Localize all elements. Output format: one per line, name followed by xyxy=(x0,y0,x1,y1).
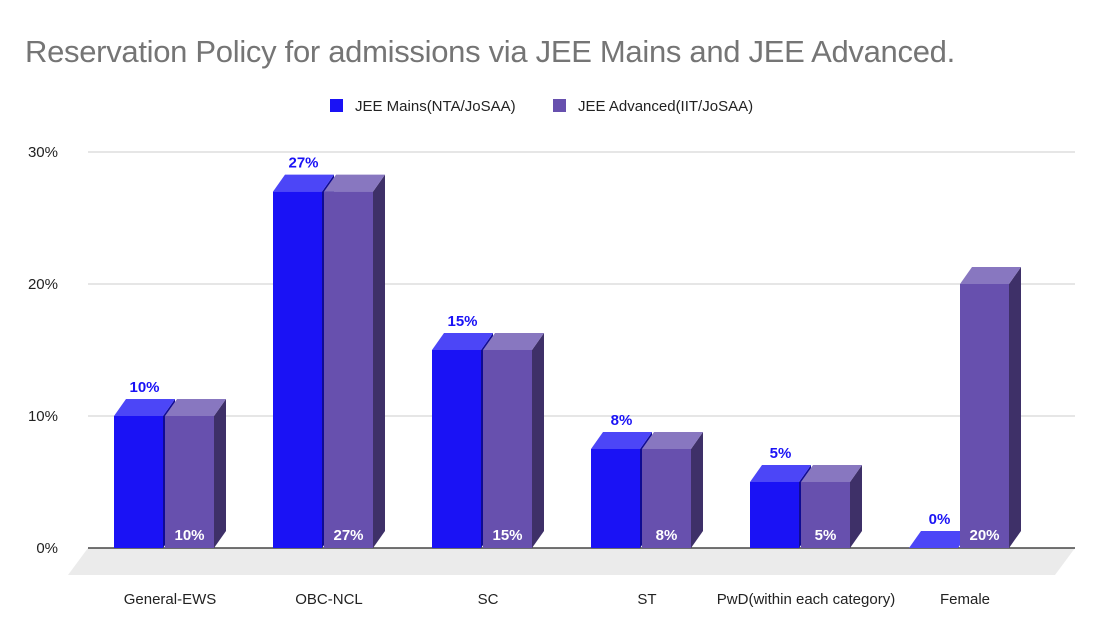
bar-front xyxy=(165,416,214,548)
bar-front xyxy=(273,191,322,548)
data-label: 5% xyxy=(770,445,792,462)
x-tick-label: SC xyxy=(478,591,499,608)
data-label: 27% xyxy=(333,527,363,544)
bar-obc-ncl-jee-advanced xyxy=(324,174,385,548)
bar-front xyxy=(801,482,850,548)
bar-front xyxy=(750,482,799,548)
bar-front xyxy=(324,191,373,548)
legend-label: JEE Advanced(IIT/JoSAA) xyxy=(578,98,753,115)
bar-st-jee-advanced xyxy=(642,432,703,548)
bar-side xyxy=(691,432,703,548)
x-tick-label: PwD(within each category) xyxy=(717,591,895,608)
bar-top xyxy=(483,333,544,350)
bar-top xyxy=(909,531,970,548)
chart-floor xyxy=(68,548,1075,575)
legend-item: JEE Mains(NTA/JoSAA) xyxy=(330,98,516,115)
legend-label: JEE Mains(NTA/JoSAA) xyxy=(355,98,516,115)
x-tick-label: Female xyxy=(940,591,990,608)
x-axis: General-EWS OBC-NCL SC ST PwD(within each ca… xyxy=(124,591,990,608)
y-tick-label: 20% xyxy=(28,276,58,293)
data-label: 10% xyxy=(174,527,204,544)
y-tick-label: 10% xyxy=(28,408,58,425)
bar-top xyxy=(324,174,385,192)
data-labels: 10% 10% 27% 27% 15% 15% 8% 8% 5% 5% 0% 20% xyxy=(129,155,999,544)
grid-lines xyxy=(88,151,1075,549)
bar-top xyxy=(273,174,334,192)
bar-side xyxy=(373,174,385,548)
bar-female-jee-mains xyxy=(909,531,970,548)
legend-item: JEE Advanced(IIT/JoSAA) xyxy=(553,98,753,115)
bar-top xyxy=(801,465,862,482)
bar-front xyxy=(483,350,532,548)
data-label: 15% xyxy=(447,313,477,330)
bar-top xyxy=(432,333,493,350)
bar-front xyxy=(642,449,691,548)
bar-side xyxy=(850,465,862,548)
x-tick-label: OBC-NCL xyxy=(295,591,363,608)
bar-side xyxy=(1009,267,1021,548)
bar-top xyxy=(750,465,811,482)
bar-top xyxy=(591,432,652,449)
data-label: 15% xyxy=(492,527,522,544)
data-label: 8% xyxy=(611,412,633,429)
legend-swatch xyxy=(553,99,566,112)
bar-top xyxy=(165,399,226,416)
data-label: 0% xyxy=(929,511,951,528)
bar-sc-jee-advanced xyxy=(483,333,544,548)
x-tick-label: ST xyxy=(637,591,656,608)
data-label: 27% xyxy=(288,155,318,172)
data-label: 20% xyxy=(969,527,999,544)
bar-front xyxy=(432,350,481,548)
data-label: 10% xyxy=(129,379,159,396)
x-tick-label: General-EWS xyxy=(124,591,217,608)
data-label: 5% xyxy=(815,527,837,544)
y-tick-label: 0% xyxy=(36,540,58,557)
chart-title: Reservation Policy for admissions via JE… xyxy=(25,34,955,69)
bar-front xyxy=(591,449,640,548)
legend: JEE Mains(NTA/JoSAA) JEE Advanced(IIT/JoS… xyxy=(330,98,753,115)
bar-pwd-within-each-category-jee-advanced xyxy=(801,465,862,548)
bar-front xyxy=(960,284,1009,548)
bar-general-ews-jee-advanced xyxy=(165,399,226,548)
bar-top xyxy=(960,267,1021,284)
bar-side xyxy=(532,333,544,548)
bar-top xyxy=(642,432,703,449)
bars xyxy=(114,174,1021,548)
bar-female-jee-advanced xyxy=(960,267,1021,548)
bar-top xyxy=(114,399,175,416)
data-label: 8% xyxy=(656,527,678,544)
y-axis: 0% 10% 20% 30% xyxy=(28,144,58,557)
floor-plane xyxy=(68,548,1075,575)
legend-swatch xyxy=(330,99,343,112)
bar-side xyxy=(214,399,226,548)
y-tick-label: 30% xyxy=(28,144,58,161)
bar-front xyxy=(114,416,163,548)
